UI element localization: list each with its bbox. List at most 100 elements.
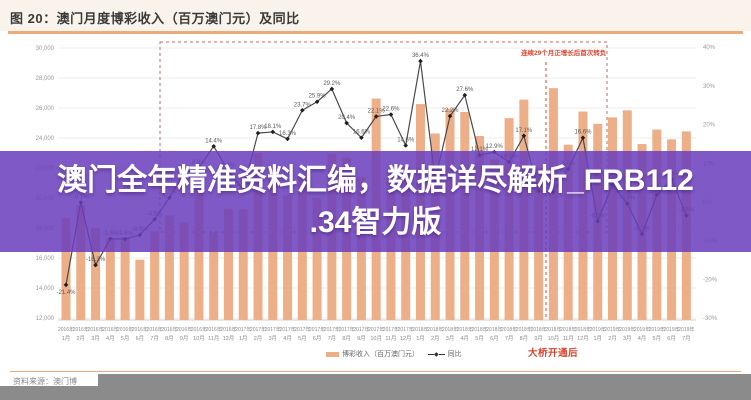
x-tick-month: 11月 [385, 335, 396, 342]
legend-yoy-label: 同比 [447, 351, 462, 358]
x-tick-month: 4月 [638, 335, 647, 342]
yoy-point-label: 17.1% [515, 128, 533, 134]
streak-annotation: 连续29个月正增长后首次转负 [521, 50, 607, 57]
yoy-marker [580, 135, 586, 141]
yoy-marker [314, 99, 320, 105]
x-tick-month: 2月 [254, 335, 263, 342]
x-tick-month: 5月 [475, 335, 484, 342]
chart-title: 图 20：澳门月度博彩收入（百万澳门元）及同比 [10, 11, 300, 26]
x-tick-month: 9月 [180, 335, 189, 342]
x-tick-month: 11月 [563, 335, 574, 342]
yoy-marker [447, 113, 453, 119]
yoy-marker [344, 120, 349, 126]
x-tick-year: 2018年 [560, 326, 576, 333]
x-tick-year: 2016年 [191, 326, 207, 333]
x-tick-year: 2018年 [471, 326, 487, 333]
x-tick-year: 2017年 [294, 326, 310, 333]
x-tick-month: 4月 [461, 335, 470, 342]
x-tick-year: 2018年 [545, 326, 561, 333]
x-tick-year: 2016年 [161, 326, 177, 333]
yoy-point-label: 29.2% [323, 81, 341, 87]
yoy-point-label: 36.4% [412, 53, 430, 59]
right-axis-tick: 20% [703, 123, 716, 129]
x-tick-month: 2月 [431, 335, 440, 342]
x-tick-year: 2016年 [73, 326, 89, 333]
revenue-bar [76, 205, 86, 320]
x-tick-year: 2016年 [176, 326, 192, 333]
left-axis-tick: 12,000 [36, 316, 55, 322]
x-tick-year: 2017年 [368, 326, 384, 333]
footer-divider [10, 371, 741, 372]
yoy-marker [255, 130, 261, 136]
yoy-marker [403, 143, 409, 148]
x-tick-year: 2018年 [457, 326, 473, 333]
left-axis-tick: 26,000 [36, 106, 55, 112]
x-tick-year: 2016年 [117, 326, 133, 333]
x-tick-month: 7月 [505, 335, 514, 342]
revenue-bar [120, 236, 130, 320]
x-tick-year: 2016年 [58, 326, 74, 333]
x-tick-month: 1月 [239, 335, 248, 342]
x-tick-year: 2016年 [102, 326, 118, 333]
x-tick-month: 12月 [223, 335, 235, 342]
yoy-marker [329, 86, 335, 92]
x-tick-month: 5月 [298, 335, 307, 342]
x-tick-month: 9月 [357, 335, 366, 342]
x-tick-month: 6月 [667, 335, 676, 342]
x-tick-month: 3月 [623, 335, 632, 342]
legend-item-revenue: 博彩收入（百万澳门元） [326, 349, 419, 359]
revenue-bar [179, 222, 189, 320]
source-text: 资料来源：澳门博 [13, 377, 77, 386]
x-tick-month: 2月 [76, 335, 85, 342]
x-tick-year: 2017年 [383, 326, 399, 333]
left-axis-tick: 16,000 [36, 256, 55, 262]
revenue-bar [209, 232, 219, 320]
x-tick-month: 8月 [165, 335, 174, 342]
yoy-point-label: 22.2% [442, 108, 460, 114]
x-tick-year: 2019年 [590, 326, 606, 333]
x-tick-year: 2016年 [147, 326, 163, 333]
watermark-line2: .34智力版 [309, 205, 442, 239]
x-tick-month: 4月 [283, 335, 292, 342]
x-tick-month: 12月 [577, 335, 589, 342]
left-axis-tick: 24,000 [36, 136, 55, 142]
x-tick-month: 1月 [62, 335, 71, 342]
revenue-bar [150, 231, 160, 320]
x-tick-month: 3月 [91, 335, 100, 342]
x-tick-month: 11月 [208, 335, 219, 342]
yoy-marker [418, 58, 423, 64]
yoy-point-label: 17.8% [250, 125, 268, 131]
chart-legend: 博彩收入（百万澳门元） ◆ 同比 [326, 349, 462, 359]
yoy-point-label: 16.6% [574, 130, 592, 136]
x-tick-year: 2018年 [486, 326, 502, 333]
x-tick-year: 2017年 [309, 326, 325, 333]
x-tick-month: 5月 [653, 335, 662, 342]
yoy-marker [270, 129, 276, 135]
x-tick-year: 2017年 [398, 326, 414, 333]
revenue-bar [105, 237, 115, 320]
yoy-point-label: 16.3% [279, 131, 297, 137]
x-tick-year: 2017年 [265, 326, 281, 333]
x-tick-month: 10月 [370, 335, 382, 342]
title-strip [0, 0, 751, 31]
x-tick-month: 10月 [548, 335, 560, 342]
revenue-bar [61, 217, 71, 320]
bar-swatch-icon [326, 351, 339, 357]
x-tick-year: 2017年 [353, 326, 369, 333]
x-tick-year: 2016年 [206, 326, 222, 333]
x-tick-month: 7月 [682, 335, 691, 342]
x-tick-month: 12月 [400, 335, 412, 342]
revenue-bar [312, 198, 322, 320]
right-axis-tick: -20% [703, 277, 718, 283]
yoy-point-label: -16.3% [86, 257, 106, 263]
x-tick-month: 8月 [520, 335, 529, 342]
bridge-annotation: 大桥开通后 [528, 348, 579, 359]
x-tick-month: 3月 [446, 335, 455, 342]
x-tick-year: 2018年 [412, 326, 428, 333]
yoy-point-label: 23.7% [294, 102, 312, 108]
x-tick-year: 2017年 [250, 326, 266, 333]
x-tick-year: 2019年 [619, 326, 635, 333]
left-axis-tick: 30,000 [36, 46, 55, 52]
yoy-point-label: 16.6% [353, 130, 371, 136]
x-tick-year: 2018年 [516, 326, 532, 333]
